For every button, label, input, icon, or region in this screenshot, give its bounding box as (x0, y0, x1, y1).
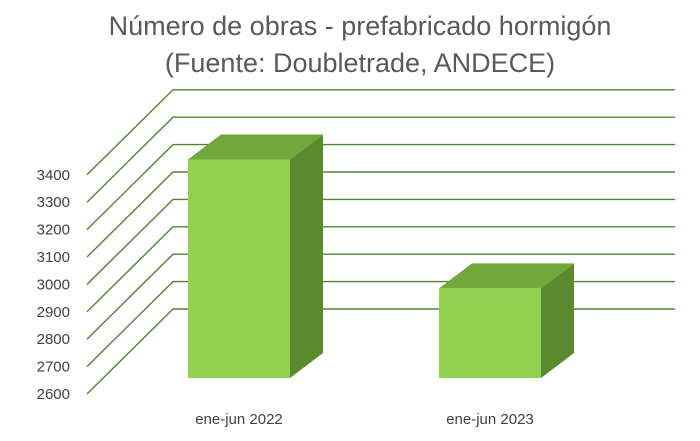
bar-top (439, 263, 574, 289)
bar-side (290, 134, 323, 378)
y-tick-label: 2800 (37, 331, 70, 348)
x-category-label: ene-jun 2022 (195, 411, 283, 428)
chart-subtitle: (Fuente: Doubletrade, ANDECE) (165, 48, 555, 78)
y-tick-label: 2600 (37, 386, 70, 403)
gridline (86, 198, 675, 285)
bar-front (439, 288, 541, 378)
bars (188, 134, 574, 378)
y-tick-label: 3300 (37, 194, 70, 211)
y-tick-label: 2700 (37, 359, 70, 376)
gridline (86, 226, 675, 313)
gridlines (86, 89, 675, 395)
gridline (86, 308, 675, 395)
x-category-label: ene-jun 2023 (446, 411, 534, 428)
bar-side (541, 263, 574, 378)
y-tick-label: 2900 (37, 304, 70, 321)
gridline (86, 280, 675, 368)
x-axis-labels: ene-jun 2022 ene-jun 2023 (195, 411, 534, 428)
y-tick-label: 3200 (37, 222, 70, 239)
y-tick-label: 3400 (37, 167, 70, 184)
bar-top (188, 134, 323, 160)
gridline (86, 171, 675, 258)
chart-title: Número de obras - prefabricado hormigón (109, 11, 612, 41)
gridline (86, 253, 675, 340)
bar-front (188, 159, 290, 378)
gridline (86, 89, 675, 176)
bar (439, 263, 574, 378)
gridline (86, 143, 675, 231)
y-axis-ticks: 2600 2700 2800 2900 3000 3100 3200 3300 3400 (37, 167, 70, 403)
y-tick-label: 3100 (37, 249, 70, 266)
gridline (86, 116, 675, 203)
bar (188, 134, 323, 378)
y-tick-label: 3000 (37, 276, 70, 293)
